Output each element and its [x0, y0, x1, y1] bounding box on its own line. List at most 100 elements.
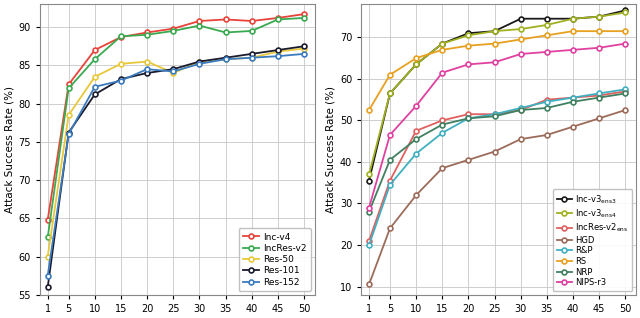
IncRes-v2	[91, 57, 99, 61]
Res-101	[44, 285, 52, 289]
IncRes-v2ens	[595, 93, 603, 97]
NRP	[621, 92, 629, 95]
Inc-v3ens4	[621, 10, 629, 14]
NRP	[412, 137, 420, 141]
IncRes-v2	[196, 24, 204, 27]
Inc-v4	[91, 48, 99, 52]
R&P	[543, 100, 551, 104]
Legend: Inc-v4, IncRes-v2, Res-50, Res-101, Res-152: Inc-v4, IncRes-v2, Res-50, Res-101, Res-…	[239, 228, 311, 291]
Inc-v4	[143, 31, 151, 34]
RS	[412, 56, 420, 60]
NRP	[365, 210, 373, 214]
HGD	[543, 133, 551, 137]
Line: HGD: HGD	[367, 107, 628, 287]
Line: Inc-v4: Inc-v4	[45, 12, 307, 222]
Inc-v3ens4	[465, 33, 472, 37]
RS	[621, 29, 629, 33]
Res-101	[117, 77, 125, 81]
Inc-v3ens4	[517, 27, 525, 31]
IncRes-v2	[221, 31, 229, 34]
R&P	[621, 87, 629, 91]
Res-101	[221, 56, 229, 59]
IncRes-v2ens	[491, 112, 499, 116]
IncRes-v2	[300, 16, 308, 20]
IncRes-v2	[44, 236, 52, 239]
Res-152	[44, 274, 52, 278]
Line: IncRes-v2ens: IncRes-v2ens	[367, 89, 628, 243]
Res-152	[170, 70, 177, 73]
NIPS-r3	[621, 42, 629, 45]
HGD	[438, 166, 446, 170]
HGD	[365, 282, 373, 286]
RS	[517, 38, 525, 41]
Inc-v3ens3	[438, 42, 446, 45]
Inc-v3ens3	[621, 9, 629, 12]
Line: NRP: NRP	[367, 91, 628, 214]
HGD	[412, 193, 420, 197]
Line: R&P: R&P	[367, 87, 628, 247]
Res-50	[248, 56, 255, 59]
Res-152	[117, 79, 125, 83]
Res-152	[248, 56, 255, 59]
Line: NIPS-r3: NIPS-r3	[367, 41, 628, 210]
Res-152	[91, 85, 99, 89]
Inc-v4	[274, 16, 282, 20]
Res-101	[300, 44, 308, 48]
Res-152	[274, 54, 282, 58]
Inc-v3ens3	[595, 15, 603, 18]
Res-50	[274, 50, 282, 53]
NRP	[438, 123, 446, 127]
Inc-v3ens4	[569, 17, 577, 21]
NIPS-r3	[386, 133, 394, 137]
Inc-v4	[221, 17, 229, 21]
Res-50	[91, 75, 99, 79]
NRP	[517, 108, 525, 112]
NIPS-r3	[491, 60, 499, 64]
RS	[465, 44, 472, 48]
Res-152	[221, 57, 229, 61]
IncRes-v2	[143, 33, 151, 37]
NIPS-r3	[569, 48, 577, 52]
IncRes-v2	[248, 29, 255, 33]
NIPS-r3	[412, 104, 420, 108]
Inc-v3ens4	[386, 92, 394, 95]
Inc-v3ens4	[543, 23, 551, 27]
Res-152	[300, 52, 308, 56]
IncRes-v2ens	[543, 98, 551, 101]
Inc-v4	[248, 19, 255, 23]
NIPS-r3	[595, 46, 603, 50]
IncRes-v2ens	[412, 129, 420, 133]
Res-50	[65, 113, 72, 117]
R&P	[412, 152, 420, 156]
Inc-v3ens3	[543, 17, 551, 21]
RS	[569, 29, 577, 33]
Inc-v4	[170, 27, 177, 31]
Inc-v4	[65, 83, 72, 86]
Res-152	[196, 62, 204, 66]
IncRes-v2ens	[517, 108, 525, 112]
Line: Res-50: Res-50	[45, 46, 307, 259]
Inc-v4	[300, 12, 308, 16]
HGD	[491, 150, 499, 154]
NRP	[386, 158, 394, 162]
Res-50	[44, 255, 52, 259]
Line: Res-101: Res-101	[45, 44, 307, 290]
RS	[543, 33, 551, 37]
Inc-v4	[117, 35, 125, 39]
HGD	[465, 158, 472, 162]
Inc-v3ens3	[517, 17, 525, 21]
HGD	[569, 125, 577, 128]
Inc-v3ens3	[465, 31, 472, 35]
Res-101	[143, 71, 151, 75]
HGD	[621, 108, 629, 112]
Res-101	[65, 131, 72, 135]
Inc-v3ens3	[491, 29, 499, 33]
Line: Res-152: Res-152	[45, 52, 307, 278]
Inc-v3ens4	[491, 29, 499, 33]
IncRes-v2ens	[438, 119, 446, 122]
NIPS-r3	[465, 62, 472, 66]
R&P	[517, 106, 525, 110]
NRP	[465, 116, 472, 120]
Res-50	[196, 59, 204, 63]
HGD	[595, 116, 603, 120]
